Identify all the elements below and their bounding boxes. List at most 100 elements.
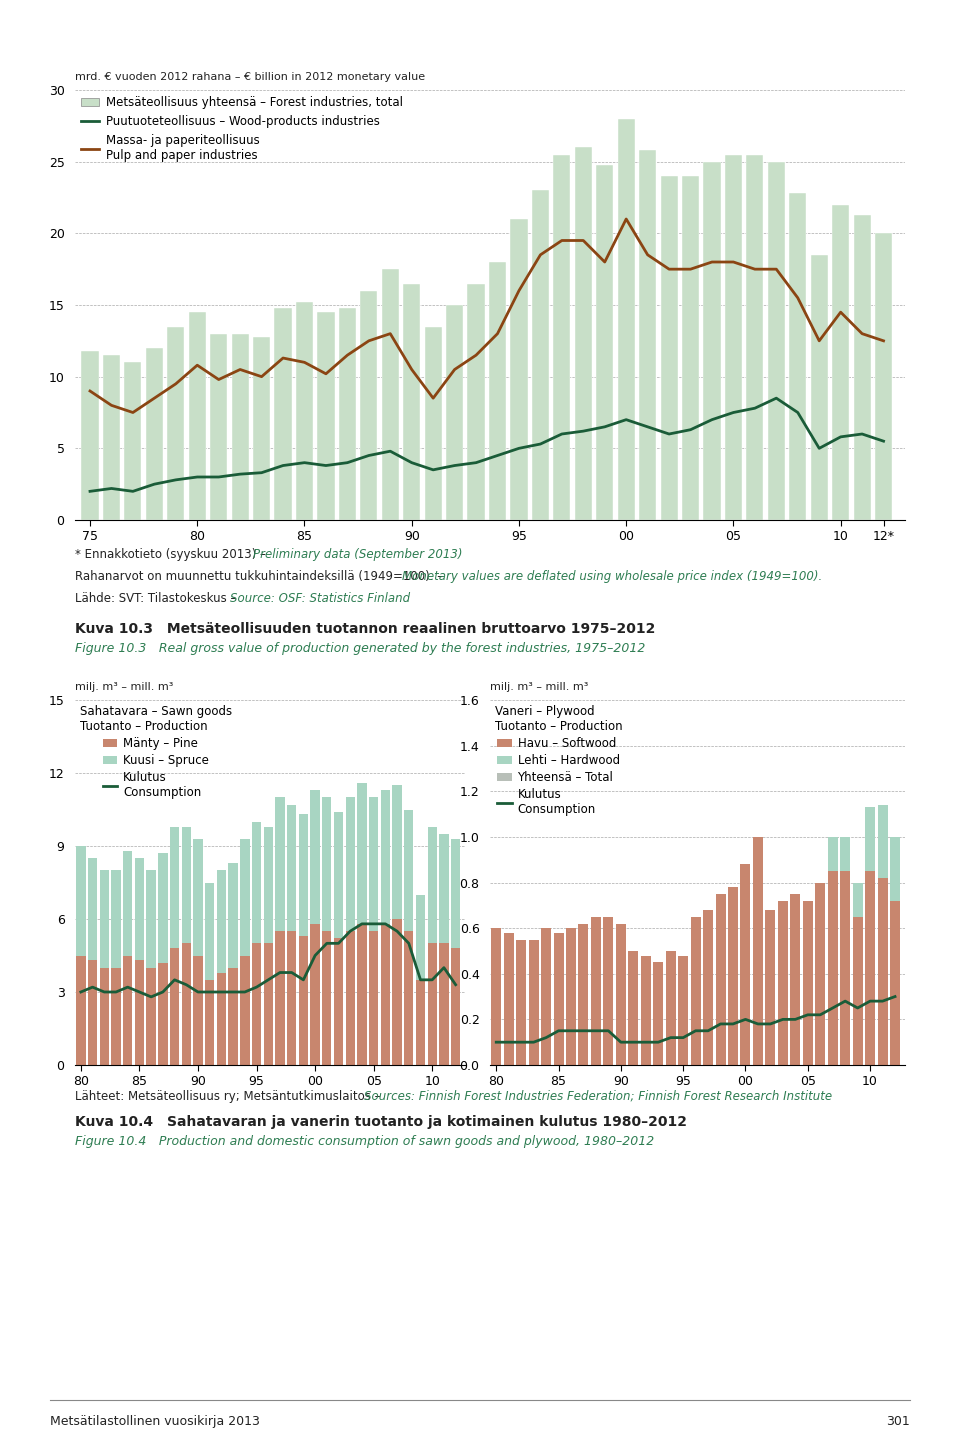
- Bar: [82, 351, 99, 520]
- Bar: [639, 150, 657, 520]
- Bar: [489, 262, 506, 520]
- Bar: [704, 162, 721, 520]
- Legend: Havu – Softwood, Lehti – Hardwood, Yhteensä – Total, Kulutus
Consumption: Havu – Softwood, Lehti – Hardwood, Yhtee…: [493, 704, 624, 817]
- Bar: [617, 119, 635, 520]
- Bar: [134, 960, 144, 1065]
- Bar: [100, 967, 109, 1065]
- Bar: [728, 887, 738, 1065]
- Bar: [167, 327, 184, 520]
- Bar: [228, 967, 238, 1065]
- Bar: [299, 814, 308, 936]
- Bar: [103, 355, 120, 520]
- Bar: [323, 797, 331, 931]
- Bar: [591, 917, 601, 1065]
- Bar: [768, 162, 785, 520]
- Bar: [360, 291, 377, 520]
- Bar: [815, 883, 826, 1065]
- Text: milj. m³ – mill. m³: milj. m³ – mill. m³: [490, 682, 588, 692]
- Text: 10: 10: [906, 17, 948, 46]
- Bar: [440, 834, 448, 943]
- Bar: [715, 894, 726, 1065]
- Bar: [264, 827, 273, 943]
- Bar: [660, 176, 678, 520]
- Bar: [451, 949, 460, 1065]
- Bar: [252, 821, 261, 943]
- Bar: [334, 939, 343, 1065]
- Bar: [334, 813, 343, 939]
- Bar: [828, 871, 838, 1065]
- Bar: [193, 956, 203, 1065]
- Bar: [253, 337, 270, 520]
- Text: Lähde: SVT: Tilastokeskus –: Lähde: SVT: Tilastokeskus –: [75, 592, 240, 605]
- Bar: [205, 980, 214, 1065]
- Bar: [424, 327, 442, 520]
- Bar: [393, 919, 401, 1065]
- Text: Kuva 10.4 Sahatavaran ja vanerin tuotanto ja kotimainen kulutus 1980–2012: Kuva 10.4 Sahatavaran ja vanerin tuotant…: [75, 1115, 687, 1129]
- Bar: [88, 960, 97, 1065]
- Bar: [123, 851, 132, 956]
- Bar: [346, 931, 355, 1065]
- Bar: [357, 782, 367, 924]
- Bar: [231, 334, 249, 520]
- Legend: Metsäteollisuus yhteensä – Forest industries, total, Puutuoteteollisuus – Wood-p: Metsäteollisuus yhteensä – Forest indust…: [79, 93, 405, 163]
- Bar: [604, 917, 613, 1065]
- Text: * Ennakkotieto (syyskuu 2013) –: * Ennakkotieto (syyskuu 2013) –: [75, 547, 270, 560]
- Bar: [703, 910, 713, 1065]
- Bar: [778, 901, 788, 1065]
- Bar: [210, 334, 228, 520]
- Bar: [852, 917, 863, 1065]
- Bar: [134, 858, 144, 960]
- Bar: [382, 269, 398, 520]
- Text: Metsätilastollinen vuosikirja 2013: Metsätilastollinen vuosikirja 2013: [50, 1414, 260, 1429]
- Bar: [853, 215, 871, 520]
- Bar: [451, 838, 460, 949]
- Bar: [789, 193, 806, 520]
- Bar: [890, 901, 900, 1065]
- Bar: [832, 205, 850, 520]
- Bar: [532, 191, 549, 520]
- Bar: [346, 797, 355, 931]
- Bar: [287, 931, 297, 1065]
- Bar: [275, 308, 292, 520]
- Bar: [865, 871, 876, 1065]
- Bar: [88, 858, 97, 960]
- Text: Metsäteollisuus: Metsäteollisuus: [831, 24, 954, 39]
- Bar: [890, 837, 900, 901]
- Bar: [665, 952, 676, 1065]
- Bar: [403, 284, 420, 520]
- Bar: [287, 805, 297, 931]
- Bar: [616, 923, 626, 1065]
- Bar: [541, 929, 551, 1065]
- Bar: [217, 973, 227, 1065]
- Bar: [147, 870, 156, 967]
- Text: Lähteet: Metsäteollisuus ry; Metsäntutkimuslaitos –: Lähteet: Metsäteollisuus ry; Metsäntutki…: [75, 1091, 384, 1103]
- Bar: [393, 785, 401, 919]
- Bar: [865, 807, 876, 871]
- Bar: [810, 255, 828, 520]
- Text: Kuva 10.3 Metsäteollisuuden tuotannon reaalinen bruttoarvo 1975–2012: Kuva 10.3 Metsäteollisuuden tuotannon re…: [75, 622, 656, 636]
- Bar: [193, 838, 203, 956]
- Bar: [416, 980, 425, 1065]
- Text: Preliminary data (September 2013): Preliminary data (September 2013): [252, 547, 462, 560]
- Bar: [369, 931, 378, 1065]
- Bar: [76, 845, 85, 956]
- Bar: [217, 870, 227, 973]
- Bar: [381, 790, 390, 924]
- Legend: Mänty – Pine, Kuusi – Spruce, Kulutus
Consumption: Mänty – Pine, Kuusi – Spruce, Kulutus Co…: [79, 704, 233, 800]
- Text: Source: OSF: Statistics Finland: Source: OSF: Statistics Finland: [230, 592, 411, 605]
- Bar: [158, 853, 168, 963]
- Bar: [740, 864, 751, 1065]
- Bar: [852, 883, 863, 917]
- Bar: [264, 943, 273, 1065]
- Bar: [877, 805, 888, 878]
- Bar: [228, 863, 238, 967]
- Bar: [276, 797, 284, 931]
- Text: Monetary values are deflated using wholesale price index (1949=100).: Monetary values are deflated using whole…: [402, 570, 823, 583]
- Bar: [181, 827, 191, 943]
- Bar: [310, 924, 320, 1065]
- Bar: [404, 810, 414, 931]
- Bar: [123, 956, 132, 1065]
- Bar: [511, 219, 528, 520]
- Bar: [877, 878, 888, 1065]
- Bar: [579, 923, 588, 1065]
